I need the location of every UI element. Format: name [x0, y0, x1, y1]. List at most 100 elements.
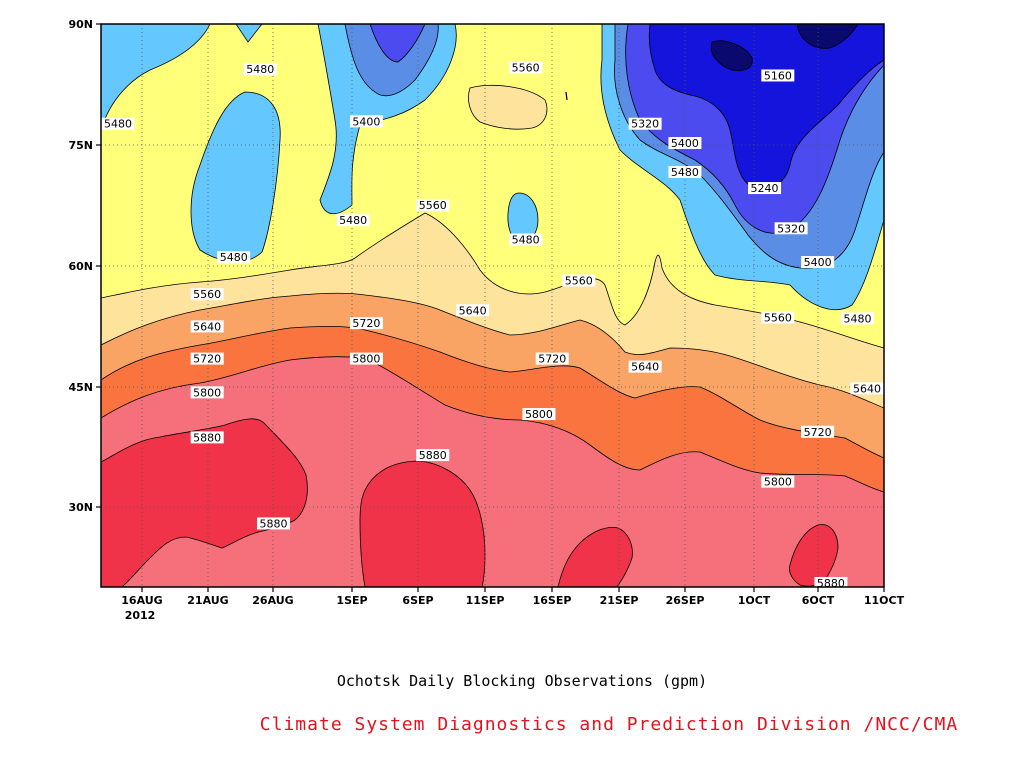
y-tick-label: 60N: [68, 260, 93, 273]
contour-label: 5640: [853, 382, 881, 395]
x-year-label: 2012: [125, 609, 156, 622]
contour-label-bg: [190, 431, 224, 444]
band-5400-topleft-notch: [235, 24, 263, 43]
x-tick-label: 26AUG: [252, 594, 293, 607]
x-tick-label: 26SEP: [666, 594, 705, 607]
contour-fill: [101, 24, 884, 587]
contour-label-bg: [243, 63, 277, 76]
y-tick-label: 30N: [68, 501, 93, 514]
contour-label: 5720: [352, 317, 380, 330]
contour-label: 5880: [193, 431, 221, 444]
contour-label-bg: [349, 115, 383, 128]
contour-label-bg: [562, 274, 596, 287]
contour-label-bg: [509, 233, 543, 246]
contour-label: 5480: [671, 166, 699, 179]
contour-label: 5560: [512, 61, 540, 74]
contour-label-bg: [840, 312, 874, 325]
x-tick-label: 1OCT: [738, 594, 771, 607]
x-tick-label: 21SEP: [600, 594, 639, 607]
contour-label-bg: [217, 251, 251, 264]
band-5880-right1: [557, 526, 633, 587]
y-tick-label: 45N: [68, 381, 93, 394]
contour-label: 5400: [804, 256, 832, 269]
contour-label-bg: [349, 317, 383, 330]
band-5240-top-mid: [369, 24, 426, 63]
x-tick-label: 21AUG: [187, 594, 228, 607]
contour-label-bg: [456, 304, 490, 317]
contour-label-bg: [774, 222, 808, 235]
band-5880-right2: [789, 524, 839, 587]
contour-label: 5480: [246, 63, 274, 76]
x-tick-label: 11OCT: [864, 594, 905, 607]
contour-label-bg: [349, 352, 383, 365]
contour-label: 5640: [193, 320, 221, 333]
x-tick-label: 16AUG: [121, 594, 162, 607]
contour-label: 5480: [843, 312, 871, 325]
contour-labels: 5160 5240 5320 5320 5400 5400 5400 5480 5480 5480…: [101, 61, 884, 590]
y-tick-label: 90N: [68, 18, 93, 31]
contour-label: 5320: [777, 222, 805, 235]
contour-label-bg: [748, 182, 782, 195]
contour-label-bg: [522, 408, 556, 421]
contour-label: 5800: [764, 476, 792, 489]
contour-label: 5720: [538, 353, 566, 366]
x-tick-label: 6OCT: [802, 594, 835, 607]
contour-label-bg: [257, 517, 291, 530]
contour-label: 5400: [671, 137, 699, 150]
contour-label: 5800: [525, 408, 553, 421]
contour-label: 5560: [419, 199, 447, 212]
contour-label: 5640: [631, 361, 659, 374]
y-axis: [96, 23, 101, 508]
band-5880-left: [101, 418, 308, 587]
chart-title: Ochotsk Daily Blocking Observations (gpm…: [336, 672, 708, 690]
contour-label-bg: [814, 576, 848, 589]
contour-label: 5560: [193, 288, 221, 301]
contour-label-bg: [761, 69, 795, 82]
contour-label: 5800: [352, 353, 380, 366]
contour-label-bg: [850, 382, 884, 395]
contour-label: 5480: [512, 234, 540, 247]
contour-label-bg: [416, 449, 450, 462]
contour-label: 5160: [764, 69, 792, 82]
contour-label: 5320: [631, 118, 659, 131]
contour-label-bg: [535, 352, 569, 365]
contour-label-bg: [336, 214, 370, 227]
contour-label: 5880: [260, 517, 288, 530]
x-axis: [141, 587, 885, 592]
contour-label-bg: [628, 360, 662, 373]
contour-label-bg: [190, 320, 224, 333]
x-tick-label: 1SEP: [336, 594, 367, 607]
contour-label-bg: [509, 61, 543, 74]
contour-label-bg: [101, 117, 135, 130]
contour-label: 5880: [817, 577, 845, 590]
contour-label: 5480: [220, 251, 248, 264]
band-5160: [648, 24, 884, 189]
contour-label-bg: [761, 311, 795, 324]
contour-label-bg: [761, 475, 795, 488]
contour-label-bg: [190, 288, 224, 301]
contour-label: 5800: [193, 386, 221, 399]
chart-source: Climate System Diagnostics and Predictio…: [259, 714, 959, 735]
contour-label-bg: [416, 198, 450, 211]
contour-label: 5480: [104, 118, 132, 131]
contour-label: 5720: [193, 353, 221, 366]
plot-frame: [100, 23, 885, 588]
x-tick-label: 11SEP: [466, 594, 505, 607]
x-tick-label: 16SEP: [533, 594, 572, 607]
contour-label-bg: [190, 386, 224, 399]
y-tick-label: 75N: [68, 139, 93, 152]
x-tick-label: 6SEP: [402, 594, 433, 607]
contour-label-bg: [668, 137, 702, 150]
contour-label-bg: [628, 117, 662, 130]
contour-label: 5560: [764, 312, 792, 325]
contour-label: 5880: [419, 449, 447, 462]
contour-label: 5400: [352, 115, 380, 128]
contour-artifact: [565, 91, 568, 101]
grid: [101, 24, 884, 587]
contour-label: 5720: [804, 426, 832, 439]
contour-label: 5480: [339, 214, 367, 227]
band-5800: [101, 356, 884, 587]
contour-label-bg: [668, 165, 702, 178]
contour-label-bg: [190, 352, 224, 365]
band-5560-island: [468, 84, 548, 130]
